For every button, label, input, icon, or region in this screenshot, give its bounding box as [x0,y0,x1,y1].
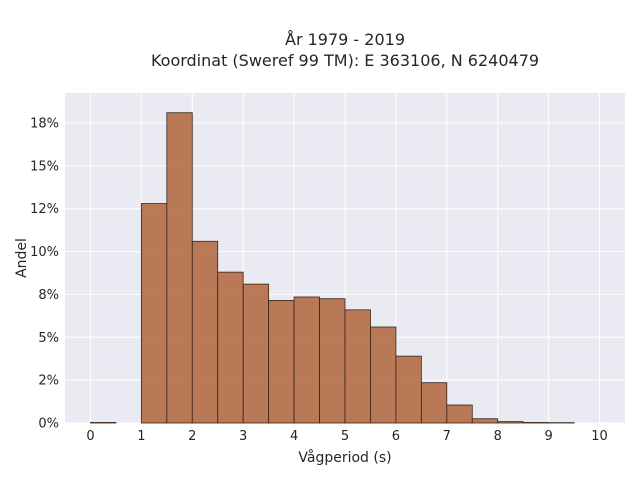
bars [90,112,575,424]
y-tick-label: 2% [38,374,59,389]
x-tick-labels: 0 1 2 3 4 5 6 7 8 9 10 [86,429,608,444]
x-tick-label: 7 [443,429,451,444]
chart-title-line1: År 1979 - 2019 [285,30,405,49]
histogram-bar [446,404,473,424]
x-tick-label: 6 [392,429,400,444]
x-tick-label: 2 [188,429,196,444]
histogram-bar [395,355,422,424]
histogram-bar [497,421,524,424]
histogram-bar [420,382,448,424]
histogram-bar [522,422,550,424]
y-axis-label: Andel [14,238,30,278]
x-tick-label: 8 [494,429,502,444]
chart-title-line2: Koordinat (Sweref 99 TM): E 363106, N 62… [151,51,539,70]
histogram-bar [471,418,499,424]
x-tick-label: 10 [591,429,608,444]
histogram-bar [217,271,244,424]
histogram-bar [370,326,397,424]
y-tick-label: 15% [30,159,59,174]
y-tick-label: 5% [38,331,59,346]
y-tick-labels: 0% 2% 5% 8% 10% 12% 15% 18% [30,117,59,432]
x-tick-label: 3 [239,429,247,444]
histogram-bar [166,112,193,424]
y-tick-label: 10% [30,245,59,260]
y-tick-label: 18% [30,117,59,132]
y-tick-label: 12% [30,202,59,217]
histogram-bar [140,203,168,424]
histogram-bar [293,296,320,424]
histogram-bar [268,300,295,424]
y-tick-label: 8% [38,288,59,303]
x-tick-label: 1 [137,429,145,444]
histogram-bar [344,309,371,424]
histogram-bar [191,240,219,424]
histogram-bar [90,422,117,424]
x-tick-label: 9 [544,429,552,444]
histogram-bar [242,283,270,424]
x-tick-label: 4 [290,429,298,444]
x-tick-label: 0 [86,429,94,444]
x-axis-label: Vågperiod (s) [298,449,391,466]
histogram-bar [319,298,346,424]
y-tick-label: 0% [38,417,59,432]
x-tick-label: 5 [341,429,349,444]
